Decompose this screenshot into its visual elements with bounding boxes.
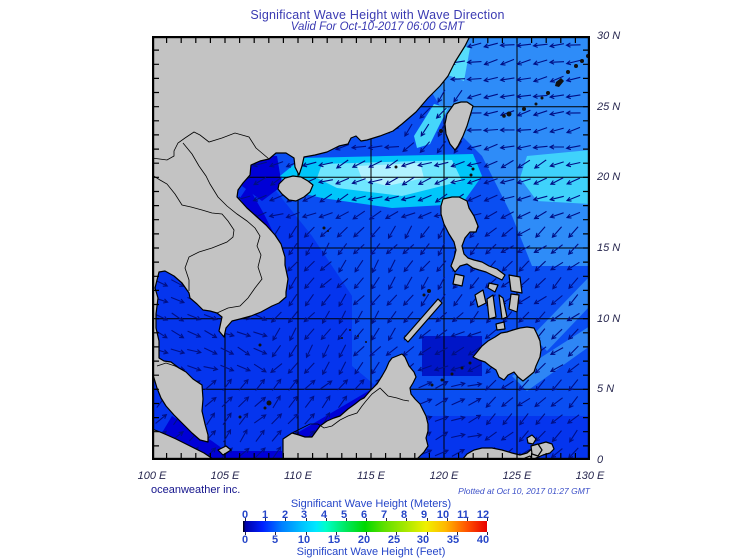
wave-height-colorbar (243, 521, 487, 532)
legend-f-40: 40 (476, 534, 490, 546)
legend-f-10: 10 (297, 534, 311, 546)
ocean-streak-1 (532, 276, 590, 351)
legend-tick (245, 518, 246, 521)
legend-tick (386, 518, 387, 521)
legend-tick (366, 518, 367, 521)
island-panay (474, 289, 487, 308)
island-bangka (217, 445, 232, 456)
lat-label-25n: 25 N (597, 101, 621, 113)
legend-f-5: 5 (271, 534, 279, 546)
legend-tick (306, 518, 307, 521)
island-masbate (487, 282, 499, 293)
island-cebu (498, 294, 508, 320)
legend-tick (336, 532, 337, 535)
legend-m-9: 9 (420, 509, 428, 521)
legend-tick (396, 532, 397, 535)
lon-label-125e: 125 E (502, 470, 532, 482)
ocean-northeast-light (402, 36, 590, 266)
lon-label-120e: 120 E (429, 470, 459, 482)
legend-tick (427, 518, 428, 521)
lat-label-15n: 15 N (597, 242, 621, 254)
plotted-timestamp: Plotted at Oct 10, 2017 01:27 GMT (458, 486, 590, 496)
island-halmahera-2 (530, 443, 543, 457)
legend-f-30: 30 (416, 534, 430, 546)
island-halmahera-1 (526, 434, 537, 445)
legend-f-25: 25 (387, 534, 401, 546)
legend-m-1: 1 (261, 509, 269, 521)
legend-m-10: 10 (436, 509, 450, 521)
lat-label-0: 0 (597, 454, 604, 466)
lon-label-115e: 115 E (357, 470, 385, 482)
map-area (151, 35, 591, 461)
island-negros (486, 294, 497, 320)
legend-tick (457, 532, 458, 535)
island-palawan (403, 298, 443, 343)
lon-label-105e: 105 E (210, 470, 240, 482)
legend-f-15: 15 (327, 534, 341, 546)
legend-tick (245, 532, 246, 535)
legend-tick (447, 518, 448, 521)
island-luzon (440, 196, 506, 281)
island-leyte (508, 293, 520, 313)
country-borders (151, 131, 410, 434)
legend-tick (326, 518, 327, 521)
legend-tick (265, 518, 266, 521)
legend-tick (285, 518, 286, 521)
legend-m-5: 5 (340, 509, 348, 521)
legend-tick (366, 532, 367, 535)
legend-f-0: 0 (241, 534, 249, 546)
legend-tick (427, 532, 428, 535)
island-bohol (495, 321, 506, 331)
legend-f-35: 35 (446, 534, 460, 546)
lat-label-20n: 20 N (597, 171, 621, 183)
legend-m-7: 7 (380, 509, 388, 521)
legend-f-20: 20 (357, 534, 371, 546)
legend-tick (406, 518, 407, 521)
ocean-dark-tonkin (242, 156, 282, 201)
lat-label-10n: 10 N (597, 313, 621, 325)
legend-m-6: 6 (360, 509, 368, 521)
island-samar (508, 274, 523, 294)
legend-tick (275, 532, 276, 535)
map-border (151, 35, 591, 461)
legend-feet-label: Significant Wave Height (Feet) (296, 546, 446, 558)
ocean-dark-sulu (422, 336, 482, 376)
legend-tick (346, 518, 347, 521)
island-taiwan (444, 101, 474, 151)
legend-m-0: 0 (241, 509, 249, 521)
legend-tick (306, 532, 307, 535)
lon-label-100e: 100 E (137, 470, 167, 482)
legend-m-12: 12 (476, 509, 490, 521)
wave-height-map (151, 35, 591, 461)
legend-m-11: 11 (457, 509, 469, 521)
legend-m-4: 4 (320, 509, 328, 521)
valid-time-subtitle: Valid For Oct-10-2017 06:00 GMT (290, 21, 465, 33)
lon-label-110e: 110 E (284, 470, 312, 482)
island-mindoro (452, 273, 465, 287)
legend-tick (487, 518, 488, 521)
small-islands (238, 54, 590, 419)
legend-tick (467, 518, 468, 521)
page-title: Significant Wave Height with Wave Direct… (250, 8, 505, 22)
land-asia-mainland (151, 35, 471, 443)
island-mindanao (472, 326, 542, 382)
degree-ticks (153, 37, 589, 459)
island-hainan (277, 175, 314, 202)
lon-label-130e: 130 E (575, 470, 605, 482)
legend-meters-label: Significant Wave Height (Meters) (290, 498, 452, 510)
legend-tick (487, 532, 488, 535)
lat-label-5n: 5 N (597, 383, 615, 395)
legend-m-2: 2 (281, 509, 289, 521)
legend-m-8: 8 (400, 509, 408, 521)
ocean-dark-java-sea (212, 451, 282, 460)
island-borneo (282, 353, 429, 461)
cyan-band-core (357, 163, 424, 186)
legend-m-3: 3 (300, 509, 308, 521)
lat-label-30n: 30 N (597, 30, 621, 42)
credit-text: oceanweather inc. (151, 484, 241, 496)
